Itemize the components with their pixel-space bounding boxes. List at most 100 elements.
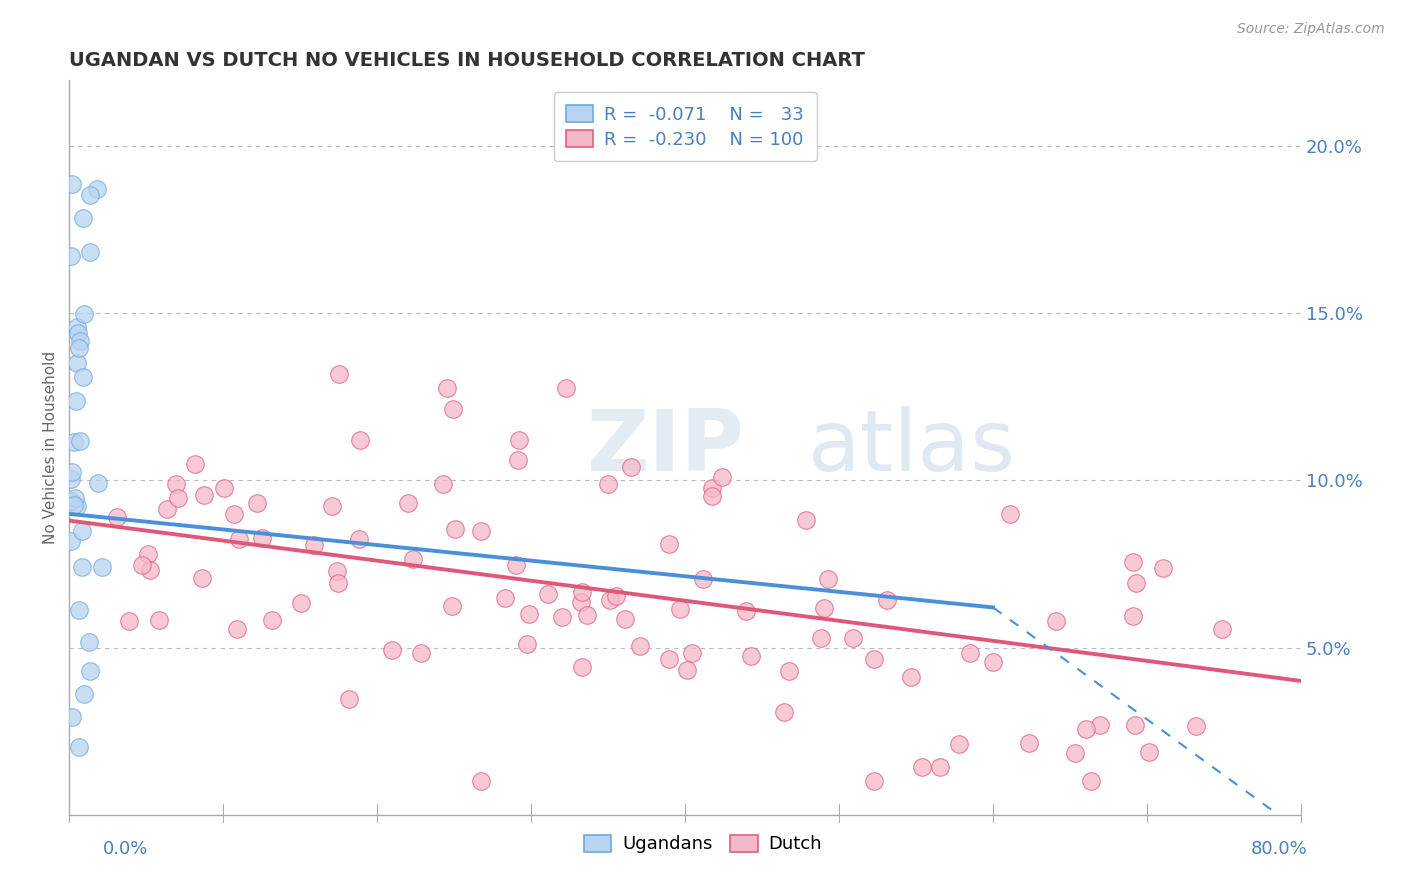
Point (571, 660, 593, 674)
Point (1076, 723, 1098, 737)
Point (657, 537, 679, 551)
Point (810, 631, 832, 645)
Point (900, 670, 922, 684)
Point (1080, 774, 1102, 789)
Point (620, 460, 643, 475)
Point (70, 560, 93, 574)
Point (702, 481, 724, 495)
Point (381, 643, 404, 657)
Point (409, 646, 432, 660)
Point (72, 369, 94, 384)
Text: 0.0%: 0.0% (103, 840, 148, 858)
Point (60, 465, 83, 479)
Point (516, 637, 538, 651)
Point (692, 572, 714, 586)
Point (118, 614, 141, 628)
Point (62, 435, 84, 450)
Point (537, 587, 560, 601)
Point (396, 496, 419, 510)
Point (165, 476, 187, 491)
Point (613, 612, 636, 626)
Point (65, 394, 87, 409)
Point (436, 381, 458, 395)
Point (441, 402, 464, 417)
Point (290, 597, 312, 611)
Point (262, 613, 284, 627)
Point (700, 489, 723, 503)
Point (441, 599, 464, 614)
Point (349, 434, 371, 448)
Point (508, 452, 530, 467)
Point (105, 510, 128, 524)
Point (302, 538, 325, 552)
Point (571, 585, 593, 599)
Point (773, 706, 796, 720)
Point (517, 607, 540, 622)
Point (167, 491, 190, 505)
Y-axis label: No Vehicles in Household: No Vehicles in Household (44, 351, 58, 543)
Point (73, 687, 96, 701)
Point (596, 477, 619, 491)
Point (443, 522, 465, 536)
Point (326, 564, 349, 578)
Text: 80.0%: 80.0% (1251, 840, 1308, 858)
Text: atlas: atlas (808, 406, 1017, 489)
Point (136, 548, 159, 562)
Point (1064, 746, 1087, 760)
Point (60, 177, 83, 191)
Point (911, 760, 934, 774)
Point (1185, 719, 1208, 733)
Point (402, 551, 425, 566)
Point (494, 591, 516, 606)
Point (67, 326, 90, 340)
Point (1211, 622, 1233, 636)
Point (928, 760, 950, 774)
Point (554, 381, 576, 395)
Point (813, 601, 835, 615)
Point (711, 470, 734, 484)
Point (225, 622, 247, 636)
Point (981, 655, 1004, 669)
Point (676, 663, 699, 677)
Point (575, 607, 598, 622)
Point (59, 493, 82, 508)
Point (1122, 609, 1144, 624)
Point (228, 532, 250, 546)
Point (156, 502, 179, 516)
Point (817, 572, 839, 586)
Point (66, 500, 89, 514)
Point (73, 308, 96, 322)
Text: Source: ZipAtlas.com: Source: ZipAtlas.com (1237, 22, 1385, 37)
Point (1122, 555, 1144, 569)
Point (321, 500, 343, 514)
Point (569, 595, 592, 609)
Point (1045, 614, 1067, 628)
Point (90, 560, 112, 574)
Point (628, 639, 651, 653)
Point (862, 774, 884, 789)
Point (69, 434, 91, 449)
Point (778, 664, 800, 678)
Point (1018, 736, 1040, 750)
Point (66, 320, 89, 334)
Point (67, 739, 90, 754)
Point (1152, 561, 1174, 575)
Point (138, 564, 160, 578)
Point (66, 356, 89, 370)
Point (67, 342, 90, 356)
Point (59, 249, 82, 263)
Point (67, 603, 90, 617)
Point (131, 558, 153, 572)
Point (326, 575, 349, 590)
Point (63, 498, 86, 512)
Text: ZIP: ZIP (586, 406, 744, 489)
Point (347, 532, 370, 546)
Point (470, 774, 492, 789)
Point (681, 646, 703, 660)
Point (470, 524, 492, 538)
Point (328, 367, 350, 381)
Point (551, 610, 574, 624)
Point (246, 496, 269, 510)
Point (193, 488, 215, 502)
Point (60, 534, 83, 549)
